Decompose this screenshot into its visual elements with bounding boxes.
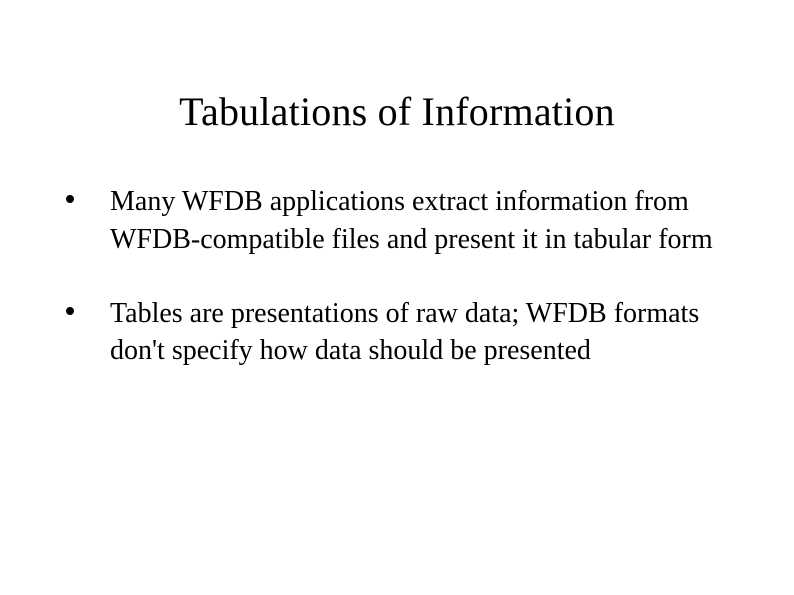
- bullet-list: Many WFDB applications extract informati…: [60, 183, 734, 370]
- bullet-icon: [66, 307, 74, 315]
- slide: Tabulations of Information Many WFDB app…: [0, 88, 794, 595]
- bullet-icon: [66, 195, 74, 203]
- list-item: Tables are presentations of raw data; WF…: [60, 295, 734, 371]
- slide-title: Tabulations of Information: [0, 88, 794, 135]
- list-item-text: Tables are presentations of raw data; WF…: [110, 298, 699, 367]
- list-item-text: Many WFDB applications extract informati…: [110, 186, 713, 255]
- list-item: Many WFDB applications extract informati…: [60, 183, 734, 259]
